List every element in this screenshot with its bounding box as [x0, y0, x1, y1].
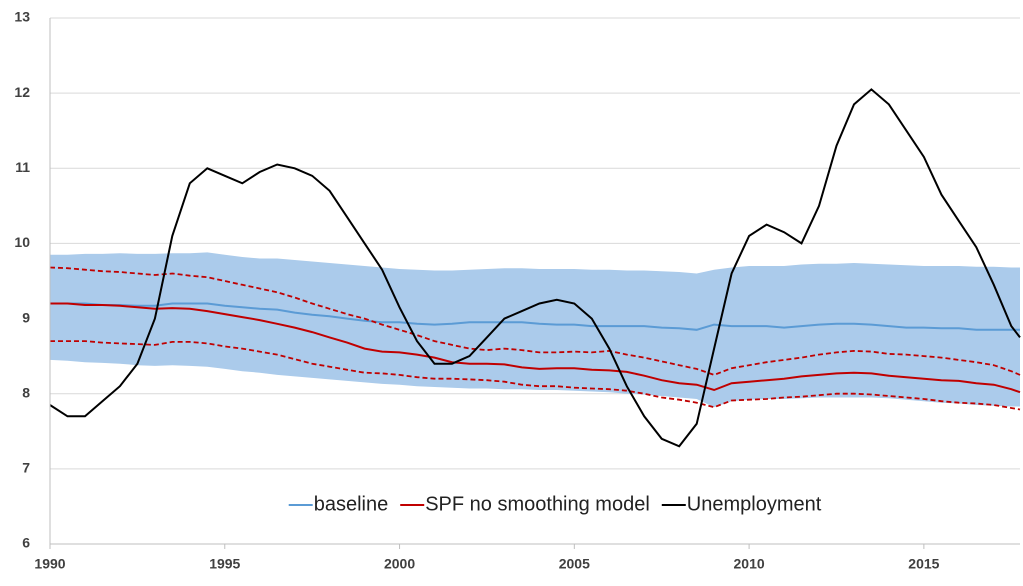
x-tick-label: 2005 — [559, 556, 590, 572]
y-tick-label: 12 — [14, 84, 30, 100]
y-tick-label: 8 — [22, 384, 30, 400]
y-tick-label: 7 — [22, 460, 30, 476]
series-line — [50, 302, 1020, 331]
x-tick-label: 2010 — [734, 556, 765, 572]
series-line — [49, 88, 1021, 448]
x-tick-label: 2015 — [908, 556, 939, 572]
series-line — [50, 302, 1021, 394]
band-area — [50, 252, 1020, 408]
x-tick-label: 1995 — [209, 556, 240, 572]
band-line — [50, 340, 1021, 411]
x-tick-label: 1990 — [34, 556, 65, 572]
y-tick-label: 6 — [22, 535, 30, 551]
y-tick-label: 11 — [15, 159, 30, 175]
legend-label: Unemployment — [687, 493, 822, 515]
y-tick-label: 9 — [22, 309, 30, 325]
legend-label: SPF no smoothing model — [425, 493, 650, 515]
y-tick-label: 13 — [14, 9, 30, 25]
band-line — [49, 266, 1021, 376]
legend: baseline SPF no smoothing model Unemployme… — [288, 493, 822, 515]
y-tick-label: 10 — [14, 234, 30, 250]
x-tick-label: 2000 — [384, 556, 415, 572]
legend-label: baseline — [314, 493, 389, 515]
